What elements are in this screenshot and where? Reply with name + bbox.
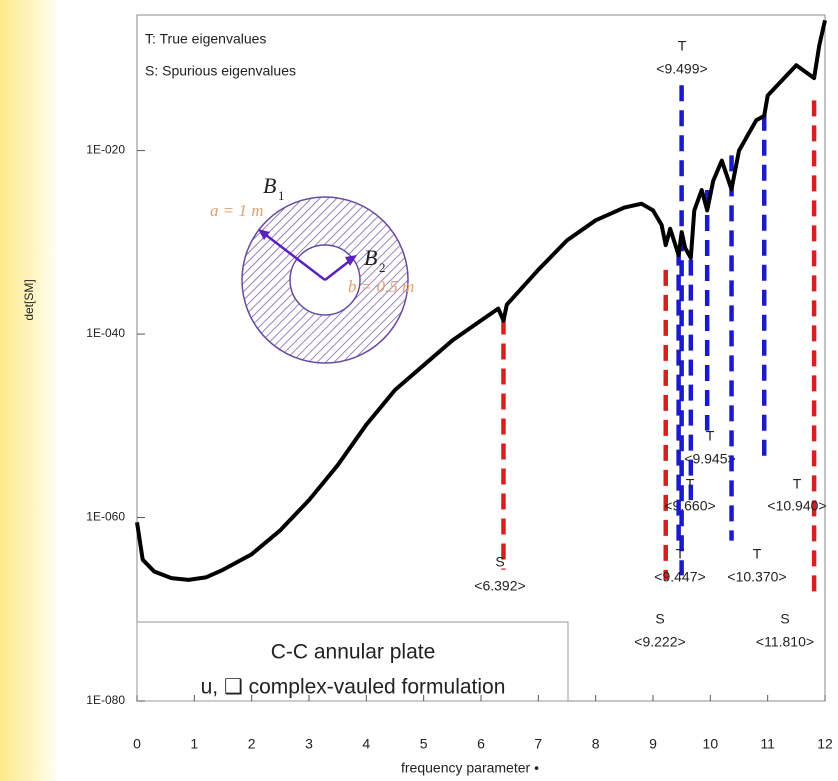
marker-kind: T [753, 546, 762, 562]
y-axis-label: det[SM] [22, 279, 36, 320]
x-tick-label: 9 [649, 736, 657, 752]
caption-text: C-C annular plate [271, 641, 436, 664]
marker-kind: T [793, 476, 802, 492]
inset-diagram: B 1 a = 1 m B 2 b = 0.5 m [210, 173, 414, 364]
y-tick-label: 1E-020 [86, 143, 125, 157]
marker-kind: S [495, 554, 504, 570]
marker-label: <9.447> [654, 569, 705, 585]
x-tick-label: 6 [477, 736, 485, 752]
y-tick-label: 1E-080 [86, 693, 125, 707]
inset-symbol: B [263, 173, 276, 198]
x-tick-label: 5 [420, 736, 428, 752]
x-tick-label: 3 [305, 736, 313, 752]
arrow-head [258, 229, 270, 240]
x-axis-label: frequency parameter • [401, 760, 539, 776]
radius-arrow [261, 231, 326, 281]
marker-label: <9.945> [684, 451, 735, 467]
marker-label: <9.499> [656, 61, 707, 77]
marker-label: <11.810> [756, 634, 814, 650]
marker-label: <9.660> [664, 498, 715, 514]
marker-kind: T [678, 38, 687, 54]
radius-arrow [324, 258, 353, 281]
caption-text: u, ❑ complex-vauled formulation [201, 676, 506, 699]
marker-kind: T [676, 546, 685, 562]
x-tick-label: 0 [133, 736, 141, 752]
x-tick-label: 10 [703, 736, 719, 752]
x-tick-label: 1 [190, 736, 198, 752]
inset-label: a = 1 m [210, 201, 264, 220]
x-tick-label: 8 [592, 736, 600, 752]
x-tick-label: 12 [817, 736, 833, 752]
y-tick-label: 1E-040 [86, 326, 125, 340]
y-tick-label: 1E-060 [86, 510, 125, 524]
inset-subscript: 2 [379, 260, 386, 275]
x-tick-label: 2 [248, 736, 256, 752]
caption-box [136, 621, 569, 702]
det-curve [135, 19, 827, 582]
marker-kind: S [780, 611, 789, 627]
marker-kind: S [655, 611, 664, 627]
marker-label: <10.940> [767, 498, 826, 514]
x-tick-label: 4 [362, 736, 370, 752]
arrow-head [345, 255, 357, 266]
inset-label: b = 0.5 m [348, 277, 414, 296]
x-tick-label: 11 [760, 736, 775, 752]
marker-kind: T [706, 428, 715, 444]
legend-text: S: Spurious eigenvalues [145, 63, 296, 79]
inset-subscript: 1 [278, 188, 285, 203]
marker-label: <6.392> [474, 578, 525, 594]
x-tick-label: 7 [534, 736, 542, 752]
marker-label: <10.370> [727, 569, 786, 585]
plot-frame [136, 14, 826, 702]
marker-label: <9.222> [634, 634, 685, 650]
side-band [0, 0, 60, 781]
inset-symbol: B [364, 245, 377, 270]
legend-text: T: True eigenvalues [145, 31, 266, 47]
marker-kind: T [686, 476, 695, 492]
